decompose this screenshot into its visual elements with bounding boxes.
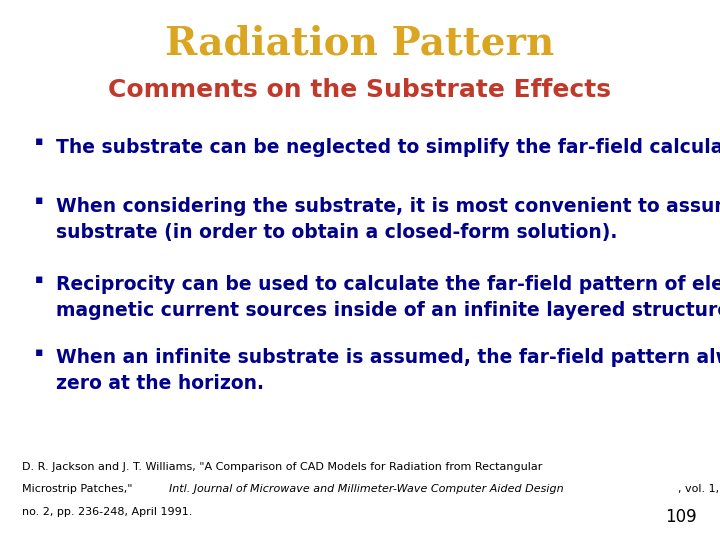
Text: ▪: ▪ xyxy=(35,135,44,148)
Text: , vol. 1,: , vol. 1, xyxy=(678,484,719,495)
Text: Intl. Journal of Microwave and Millimeter-Wave Computer Aided Design: Intl. Journal of Microwave and Millimete… xyxy=(168,484,563,495)
Text: When an infinite substrate is assumed, the far-field pattern always goes to
zero: When an infinite substrate is assumed, t… xyxy=(56,348,720,393)
Text: D. R. Jackson and J. T. Williams, "A Comparison of CAD Models for Radiation from: D. R. Jackson and J. T. Williams, "A Com… xyxy=(22,462,542,472)
Text: Reciprocity can be used to calculate the far-field pattern of electric or
magnet: Reciprocity can be used to calculate the… xyxy=(56,275,720,320)
Text: Microstrip Patches,": Microstrip Patches," xyxy=(22,484,135,495)
Text: 109: 109 xyxy=(665,509,697,526)
Text: The substrate can be neglected to simplify the far-field calculation.: The substrate can be neglected to simpli… xyxy=(56,138,720,157)
Text: ▪: ▪ xyxy=(35,194,44,207)
Text: Radiation Pattern: Radiation Pattern xyxy=(166,24,554,62)
Text: When considering the substrate, it is most convenient to assume an infinite
subs: When considering the substrate, it is mo… xyxy=(56,197,720,242)
Text: ▪: ▪ xyxy=(35,346,44,359)
Text: no. 2, pp. 236-248, April 1991.: no. 2, pp. 236-248, April 1991. xyxy=(22,507,192,517)
Text: ▪: ▪ xyxy=(35,273,44,286)
Text: Comments on the Substrate Effects: Comments on the Substrate Effects xyxy=(109,78,611,102)
